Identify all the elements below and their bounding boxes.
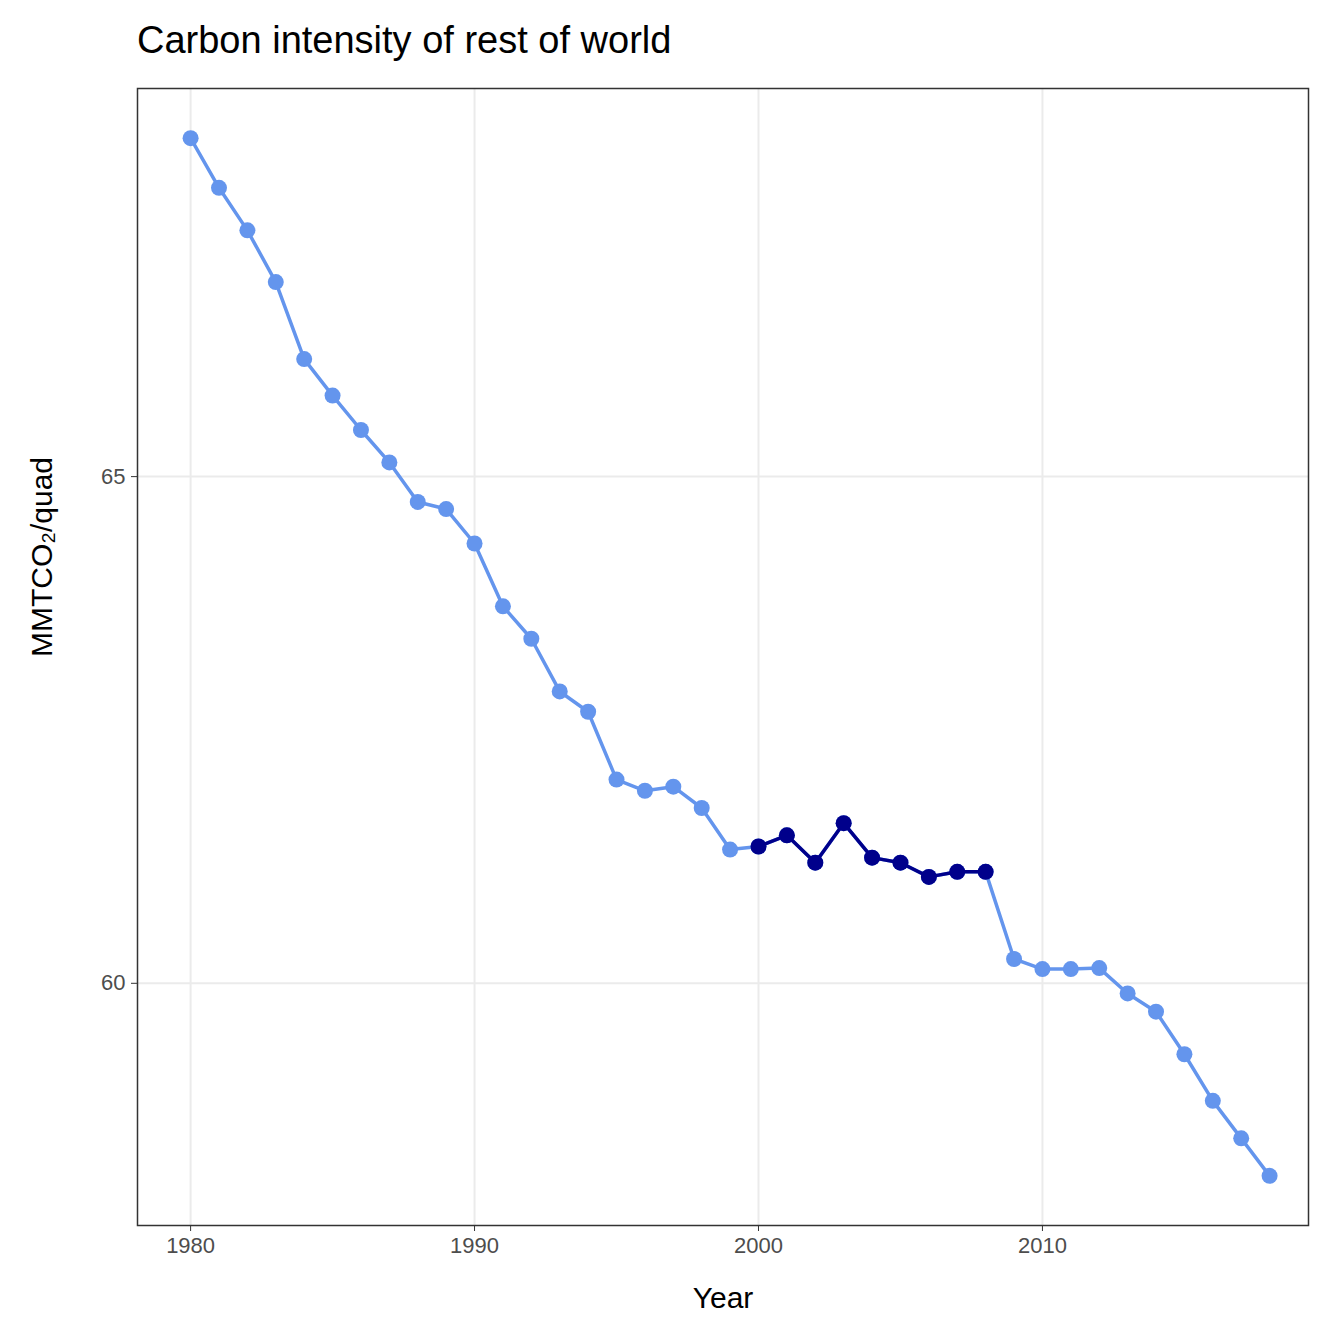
svg-text:2000: 2000	[734, 1233, 783, 1258]
html-text:Carbon intensity of rest of wo: Carbon intensity of rest of world	[137, 19, 672, 61]
svg-text:1980: 1980	[166, 1233, 215, 1258]
svg-text:60: 60	[101, 970, 125, 995]
svg-text:Year: Year	[693, 1281, 754, 1314]
svg-text:MMTCO₂/quad: MMTCO₂/quad	[25, 457, 58, 657]
svg-text:65: 65	[101, 464, 125, 489]
svg-text:1990: 1990	[450, 1233, 499, 1258]
svg-text:2010: 2010	[1018, 1233, 1067, 1258]
